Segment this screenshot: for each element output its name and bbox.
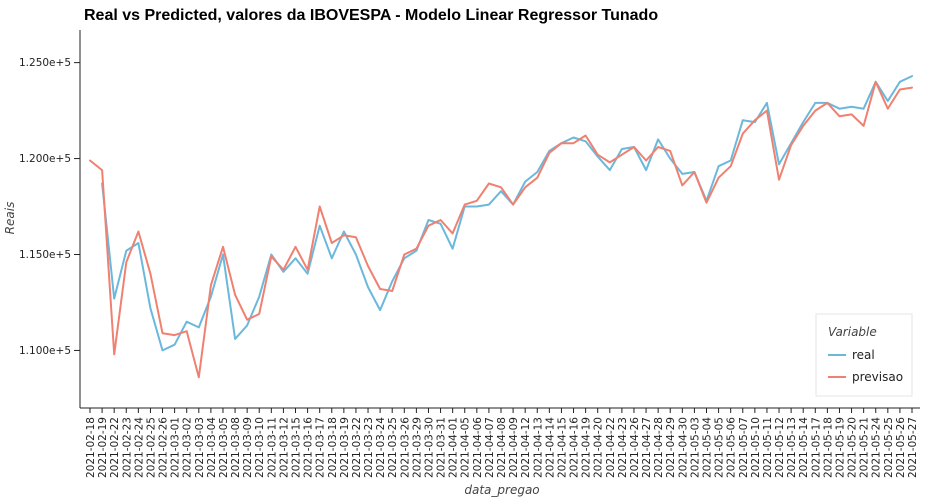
x-tick-label: 2021-05-06 xyxy=(726,417,738,478)
legend-label-real: real xyxy=(852,348,875,362)
x-tick-label: 2021-03-15 xyxy=(291,417,303,478)
x-tick-label: 2021-03-31 xyxy=(436,417,448,478)
x-tick-label: 2021-04-23 xyxy=(617,417,629,478)
x-tick-label: 2021-04-12 xyxy=(520,417,532,478)
x-tick-label: 2021-03-10 xyxy=(254,417,266,478)
x-tick-label: 2021-05-04 xyxy=(702,417,714,478)
x-tick-label: 2021-04-29 xyxy=(665,417,677,478)
x-tick-label: 2021-02-22 xyxy=(109,417,121,478)
x-tick-label: 2021-04-16 xyxy=(569,417,581,478)
x-tick-label: 2021-03-18 xyxy=(327,417,339,478)
x-tick-label: 2021-02-24 xyxy=(133,417,145,478)
x-axis: 2021-02-18 2021-02-19 2021-02-22 2021-02-23… xyxy=(80,407,920,478)
x-tick-label: 2021-04-06 xyxy=(472,417,484,478)
x-tick-label: 2021-04-27 xyxy=(641,417,653,478)
x-tick-label: 2021-04-22 xyxy=(605,417,617,478)
x-tick-label: 2021-04-15 xyxy=(556,417,568,478)
x-tick-label: 2021-03-09 xyxy=(242,417,254,478)
x-tick-label: 2021-03-08 xyxy=(230,417,242,478)
x-tick-label: 2021-05-13 xyxy=(786,417,798,478)
x-axis-label: data_pregao xyxy=(464,483,539,497)
x-tick-label: 2021-03-26 xyxy=(399,417,411,478)
x-tick-label: 2021-03-24 xyxy=(375,417,387,478)
x-tick-label: 2021-05-14 xyxy=(798,417,810,478)
x-tick-label: 2021-02-25 xyxy=(145,417,157,478)
x-tick-label: 2021-05-19 xyxy=(834,417,846,478)
x-tick-label: 2021-04-14 xyxy=(544,417,556,478)
x-tick-label: 2021-03-19 xyxy=(339,417,351,478)
series-layer xyxy=(89,75,913,379)
x-tick-label: 2021-03-03 xyxy=(194,417,206,478)
x-tick-label: 2021-03-23 xyxy=(363,417,375,478)
x-tick-label: 2021-03-11 xyxy=(266,417,278,478)
x-tick-label: 2021-02-23 xyxy=(121,417,133,478)
x-tick-label: 2021-05-26 xyxy=(895,417,907,478)
x-tick-label: 2021-04-07 xyxy=(484,417,496,478)
x-tick-label: 2021-04-01 xyxy=(448,417,460,478)
x-tick-label: 2021-05-25 xyxy=(883,417,895,478)
y-tick-label: 1.250e+5 xyxy=(19,57,71,69)
x-tick-label: 2021-03-17 xyxy=(315,417,327,478)
x-tick-label: 2021-05-20 xyxy=(847,417,859,478)
x-tick-label: 2021-03-12 xyxy=(278,417,290,478)
x-tick-label: 2021-02-26 xyxy=(158,417,170,478)
x-tick-label: 2021-05-18 xyxy=(822,417,834,478)
y-tick-label: 1.100e+5 xyxy=(19,345,71,357)
x-tick-label: 2021-03-16 xyxy=(303,417,315,478)
x-tick-label: 2021-04-05 xyxy=(460,417,472,478)
x-tick-label: 2021-05-21 xyxy=(859,417,871,478)
x-tick-label: 2021-05-05 xyxy=(714,417,726,478)
x-tick-label: 2021-04-26 xyxy=(629,417,641,478)
x-tick-label: 2021-05-17 xyxy=(810,417,822,478)
series-line-previsao xyxy=(89,80,913,379)
x-tick-label: 2021-04-08 xyxy=(496,417,508,478)
x-tick-label: 2021-05-24 xyxy=(871,417,883,478)
x-tick-label: 2021-03-04 xyxy=(206,417,218,478)
x-tick-label: 2021-03-22 xyxy=(351,417,363,478)
legend-items: real previsao xyxy=(828,348,903,384)
x-tick-label: 2021-03-30 xyxy=(423,417,435,478)
x-tick-label: 2021-04-28 xyxy=(653,417,665,478)
y-axis: 1.100e+5 1.150e+5 1.200e+5 1.250e+5 xyxy=(19,30,81,408)
x-tick-label: 2021-04-20 xyxy=(593,417,605,478)
legend: Variable real previsao xyxy=(815,313,913,397)
x-tick-label: 2021-05-12 xyxy=(774,417,786,478)
x-tick-label: 2021-02-18 xyxy=(85,417,97,478)
x-tick-label: 2021-03-01 xyxy=(170,417,182,478)
x-tick-label: 2021-04-19 xyxy=(581,417,593,478)
legend-title: Variable xyxy=(828,325,877,339)
x-tick-label: 2021-03-29 xyxy=(411,417,423,478)
y-axis-label: Reais xyxy=(3,202,17,235)
series-line-real xyxy=(101,75,913,352)
x-tick-label: 2021-04-13 xyxy=(532,417,544,478)
x-tick-label: 2021-03-05 xyxy=(218,417,230,478)
x-tick-label: 2021-05-11 xyxy=(762,417,774,478)
legend-label-previsao: previsao xyxy=(852,370,903,384)
x-tick-label: 2021-04-30 xyxy=(677,417,689,478)
x-tick-label: 2021-05-10 xyxy=(750,417,762,478)
y-tick-label: 1.200e+5 xyxy=(19,153,71,165)
x-tick-label: 2021-02-19 xyxy=(97,417,109,478)
x-tick-label: 2021-03-02 xyxy=(182,417,194,478)
y-tick-label: 1.150e+5 xyxy=(19,249,71,261)
x-tick-label: 2021-05-27 xyxy=(907,417,919,478)
x-tick-label: 2021-05-03 xyxy=(689,417,701,478)
x-tick-label: 2021-03-25 xyxy=(387,417,399,478)
x-tick-label: 2021-04-09 xyxy=(508,417,520,478)
chart-title: Real vs Predicted, valores da IBOVESPA -… xyxy=(84,7,658,24)
x-tick-label: 2021-05-07 xyxy=(738,417,750,478)
